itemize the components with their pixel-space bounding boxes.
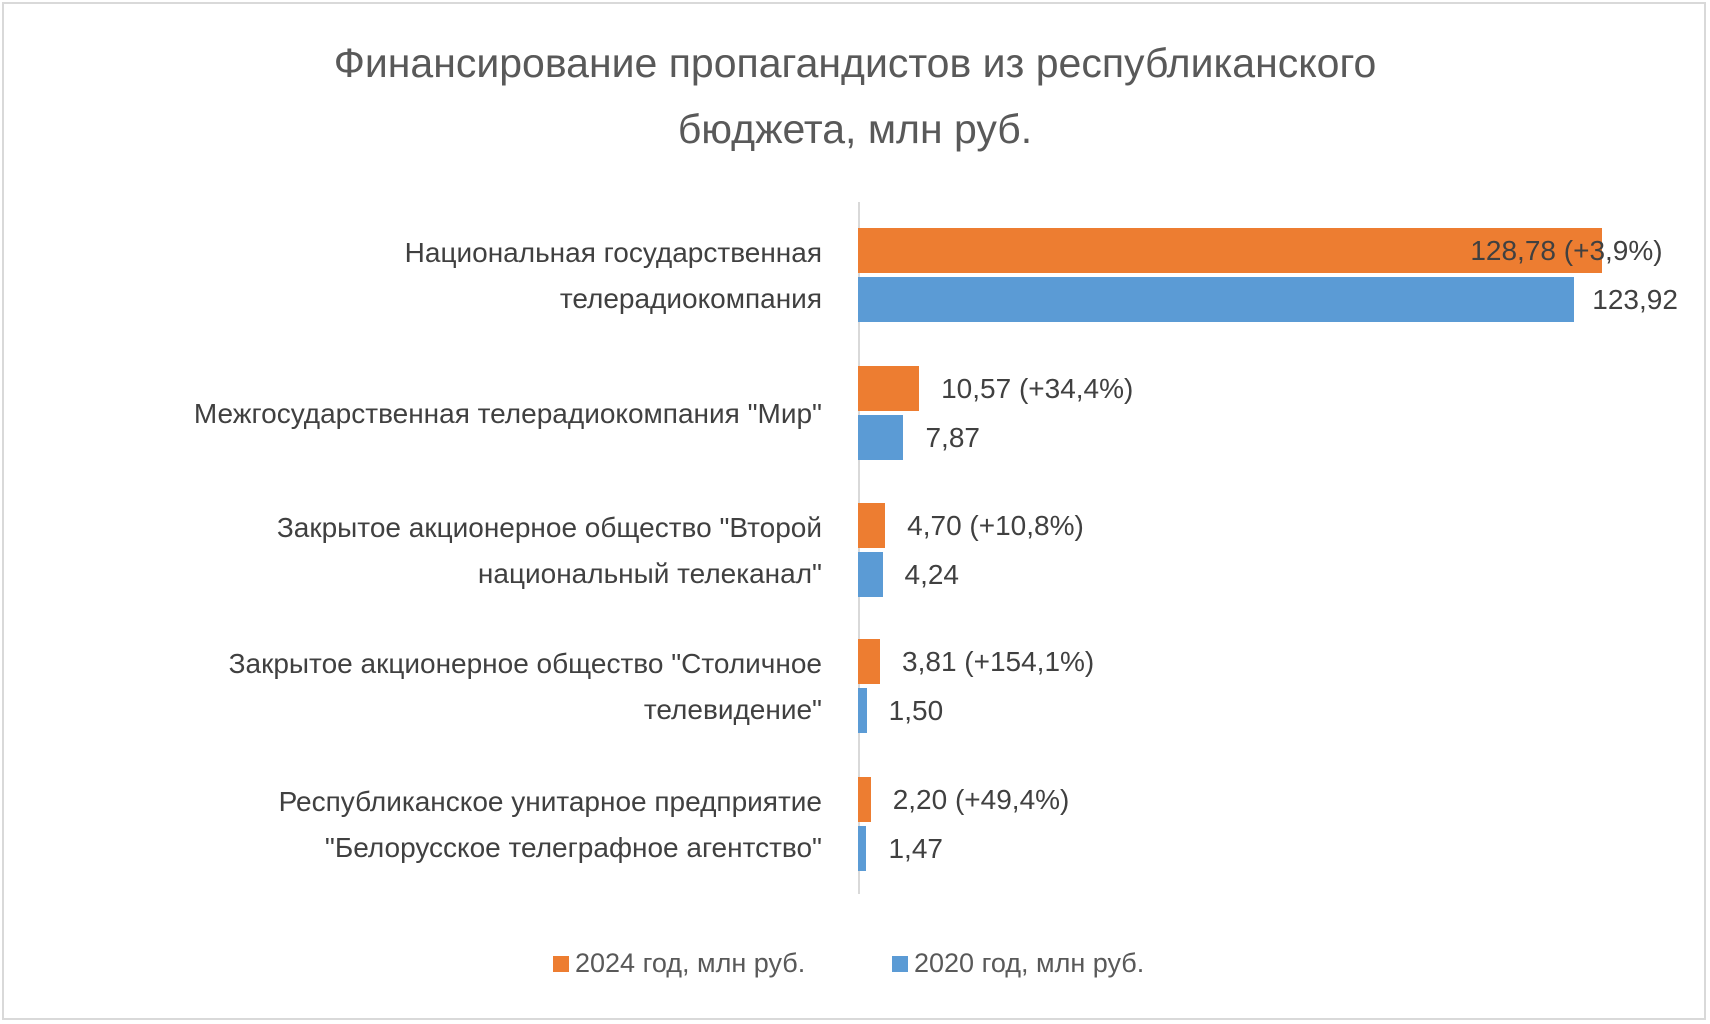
- category-label-line: Межгосударственная телерадиокомпания "Ми…: [193, 398, 822, 429]
- bar-2024: [858, 503, 886, 548]
- category-label-line: Республиканское унитарное предприятие: [278, 786, 822, 817]
- bar-2020: [858, 552, 883, 597]
- data-label: 1,50: [888, 695, 944, 726]
- bar-2024: [858, 639, 881, 684]
- category-label-line: Закрытое акционерное общество "Второй: [276, 512, 822, 543]
- category-label-line: "Белорусское телеграфное агентство": [324, 832, 822, 863]
- category-label-line: телевидение": [643, 694, 822, 725]
- category-label: Закрытое акционерное общество "Столичное…: [0, 641, 822, 733]
- legend-label: 2024 год, млн руб.: [575, 948, 806, 978]
- bar-2024: [858, 228, 1603, 273]
- data-label: 3,81 (+154,1%): [902, 646, 1095, 677]
- legend-item-2020: 2020 год, млн руб.: [892, 948, 1144, 979]
- data-label: 2,20 (+49,4%): [892, 784, 1070, 815]
- legend-swatch-2020: [892, 955, 908, 972]
- chart-title-line: Финансирование пропагандистов из республ…: [333, 40, 1377, 86]
- bar-2024: [858, 777, 871, 822]
- data-label: 4,24: [904, 559, 960, 590]
- category-label: Закрытое акционерное общество "Второй нац…: [0, 505, 822, 597]
- data-label: 128,78 (+3,9%): [1470, 235, 1663, 266]
- data-label: 4,70 (+10,8%): [907, 510, 1084, 541]
- category-label-line: телерадиокомпания: [559, 283, 822, 314]
- category-label-line: Закрытое акционерное общество "Столичное: [228, 648, 822, 679]
- data-label: 7,87: [925, 422, 980, 453]
- data-label: 10,57 (+34,4%): [941, 373, 1134, 404]
- bar-2020: [858, 826, 867, 871]
- category-label-line: Национальная государственная: [404, 237, 822, 268]
- bar-2020: [858, 277, 1575, 322]
- chart-title-line: бюджета, млн руб.: [677, 106, 1033, 152]
- data-label: 123,92: [1592, 284, 1678, 315]
- legend-item-2024: 2024 год, млн руб.: [553, 948, 805, 979]
- category-label: Республиканское унитарное предприятие "Бе…: [0, 779, 822, 871]
- legend-label: 2020 год, млн руб.: [914, 948, 1145, 978]
- data-label: 1,47: [888, 833, 943, 864]
- legend-swatch-2024: [553, 955, 569, 972]
- bar-2020: [858, 415, 904, 460]
- bar-2024: [858, 366, 920, 411]
- category-axis: [858, 202, 860, 894]
- category-label-line: национальный телеканал": [477, 558, 822, 589]
- category-label: Национальная государственная телерадиоком…: [0, 230, 822, 322]
- chart-title: Финансирование пропагандистов из республ…: [0, 30, 1710, 162]
- category-label: Межгосударственная телерадиокомпания "Ми…: [0, 391, 822, 437]
- bar-2020: [858, 688, 867, 733]
